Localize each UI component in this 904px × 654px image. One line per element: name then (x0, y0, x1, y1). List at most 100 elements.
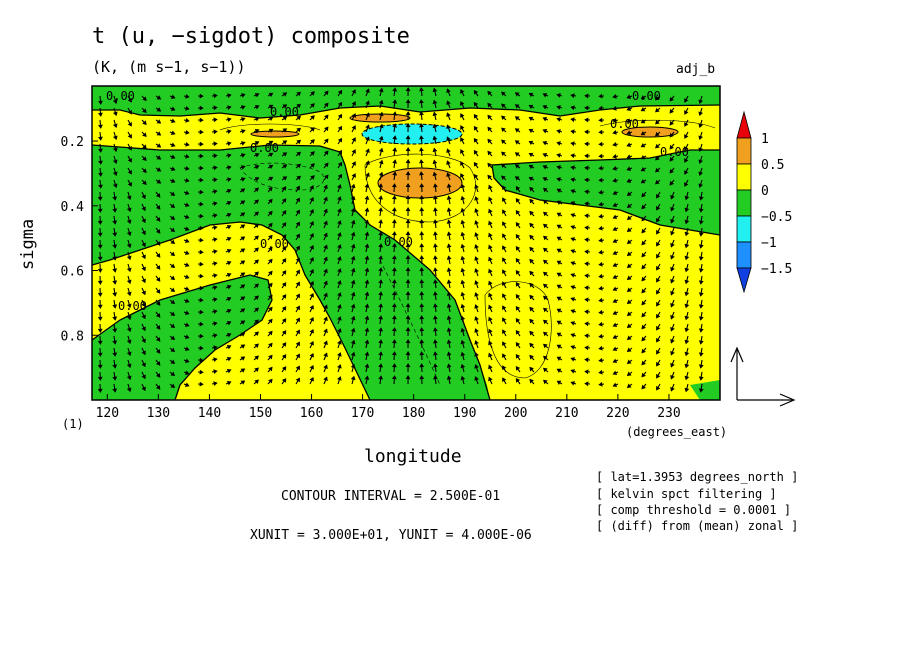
vector-arrowhead (227, 93, 232, 98)
vector-arrowhead (310, 103, 315, 108)
negative-region-top-band (92, 86, 720, 118)
vector-arrowhead (488, 208, 493, 214)
vector-arrowhead (364, 255, 370, 260)
vector-arrowhead (529, 234, 534, 240)
vector-arrowhead (529, 186, 534, 192)
vector-arrowhead (405, 243, 411, 248)
vector-arrowhead (98, 184, 103, 189)
vector-arrowhead (268, 366, 273, 372)
vector-arrowhead (337, 113, 343, 119)
vector-arrowhead (309, 340, 314, 346)
vector-arrowhead (460, 303, 466, 309)
vector-arrowhead (640, 143, 646, 148)
vector-arrowhead (488, 220, 493, 226)
vector-arrowhead (598, 357, 603, 363)
vector-arrowhead (378, 267, 384, 272)
vector-arrowhead (170, 203, 176, 209)
vector-arrowhead (405, 99, 411, 104)
vector-arrowhead (199, 129, 204, 135)
vector-arrowhead (170, 227, 176, 233)
vector-arrowhead (446, 327, 452, 332)
vector-arrowhead (598, 105, 603, 111)
vector-arrowhead (170, 275, 176, 281)
vector-arrowhead (641, 204, 646, 210)
vector-arrowhead (570, 93, 575, 99)
vector-arrowhead (126, 363, 132, 369)
vector-arrowhead (351, 173, 356, 178)
vector-arrowhead (460, 89, 465, 94)
vector-arrowhead (323, 244, 328, 250)
vector-arrowhead (142, 120, 147, 126)
vector-arrowhead (282, 164, 288, 169)
colorbar-cap-bottom (736, 267, 752, 294)
vector-arrowhead (254, 116, 260, 122)
vector-arrowhead (141, 338, 146, 344)
vector-arrowhead (142, 108, 147, 114)
vector-arrowhead (570, 141, 575, 147)
vector-arrowhead (502, 281, 507, 286)
negative-region-mid (92, 145, 490, 400)
vector-arrowhead (432, 135, 438, 141)
vector-arrowhead (281, 378, 287, 383)
vector-arrowhead (684, 351, 690, 357)
vector-arrowhead (656, 217, 661, 223)
vector-arrowhead (254, 271, 259, 277)
vector-arrowhead (227, 129, 232, 134)
vector-arrowhead (542, 140, 548, 146)
vector-arrowhead (323, 292, 328, 298)
vector-arrowhead (156, 95, 162, 100)
vector-arrowhead (112, 208, 118, 213)
x-tick-label: 200 (504, 406, 527, 421)
vector-arrowhead (570, 381, 576, 386)
vector-arrowhead (515, 185, 521, 191)
vector-arrowhead (254, 92, 260, 98)
vector-arrowhead (391, 207, 397, 212)
vector-arrowhead (281, 246, 287, 251)
vector-arrowhead (323, 196, 328, 202)
vector-arrowhead (241, 177, 246, 182)
vector-arrowhead (460, 219, 466, 225)
vector-arrowhead (502, 221, 507, 226)
vector-arrowhead (337, 220, 342, 225)
vector-arrowhead (141, 302, 146, 308)
vector-arrowhead (698, 364, 704, 369)
vector-arrowhead (502, 317, 507, 322)
vector-arrowhead (170, 359, 176, 365)
vector-arrowhead (669, 96, 674, 102)
vector-arrowhead (556, 308, 562, 313)
vector-arrowhead (213, 321, 218, 327)
vector-arrowhead (309, 268, 314, 274)
vector-arrowhead (669, 120, 674, 126)
vector-arrowhead (199, 201, 204, 207)
vector-arrowhead (170, 130, 176, 135)
vector-arrowhead (155, 205, 161, 210)
vector-arrowhead (656, 289, 661, 295)
vector-arrowhead (669, 108, 674, 114)
vector-arrowhead (515, 341, 521, 347)
vector-arrowhead (405, 363, 411, 368)
vector-arrowhead (598, 261, 603, 267)
vector-arrowhead (378, 171, 384, 177)
vector-arrowhead (612, 358, 618, 364)
vector-arrowhead (309, 292, 314, 298)
vector-arrowhead (405, 291, 411, 296)
vector-arrowhead (502, 233, 507, 238)
vector-arrowhead (112, 376, 118, 381)
vector-arrowhead (141, 350, 146, 356)
vector-arrowhead (350, 255, 356, 261)
vector-arrowhead (365, 100, 370, 106)
vector-arrowhead (309, 304, 314, 310)
vector-arrowhead (460, 161, 465, 166)
vector-arrowhead (584, 285, 589, 291)
vector-arrowhead (669, 156, 674, 162)
vector-arrowhead (626, 371, 632, 376)
note-diff: [ (diff) from (mean) zonal ] (596, 519, 799, 533)
vector-arrowhead (542, 187, 548, 193)
vector-arrowhead (473, 149, 479, 155)
vector-arrowhead (351, 89, 356, 94)
vector-arrowhead (309, 280, 314, 286)
vector-arrowhead (488, 364, 493, 370)
vector-arrowhead (405, 87, 411, 92)
vector-arrowhead (626, 359, 632, 364)
vector-arrowhead (598, 129, 603, 135)
